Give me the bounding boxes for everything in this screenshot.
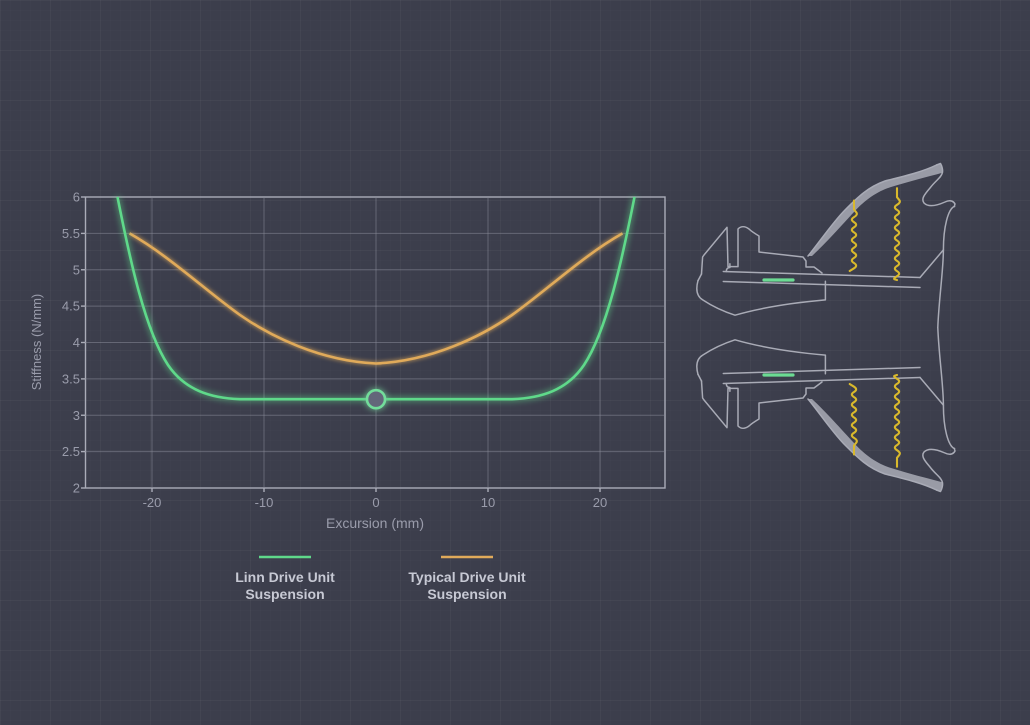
svg-text:Suspension: Suspension [245, 586, 324, 602]
svg-text:-10: -10 [255, 495, 274, 510]
svg-text:Excursion (mm): Excursion (mm) [326, 515, 424, 531]
svg-text:5.5: 5.5 [62, 226, 80, 241]
svg-text:5: 5 [73, 262, 80, 277]
svg-text:2.5: 2.5 [62, 444, 80, 459]
svg-text:Suspension: Suspension [427, 586, 506, 602]
svg-text:0: 0 [372, 495, 379, 510]
svg-text:4: 4 [73, 335, 80, 350]
svg-text:3.5: 3.5 [62, 371, 80, 386]
svg-text:-20: -20 [143, 495, 162, 510]
svg-text:2: 2 [73, 481, 80, 496]
svg-text:20: 20 [593, 495, 607, 510]
svg-text:6: 6 [73, 190, 80, 205]
svg-text:10: 10 [481, 495, 495, 510]
svg-text:Linn Drive Unit: Linn Drive Unit [235, 569, 335, 585]
svg-text:Stiffness (N/mm): Stiffness (N/mm) [29, 294, 44, 391]
svg-text:4.5: 4.5 [62, 299, 80, 314]
svg-text:Typical Drive Unit: Typical Drive Unit [408, 569, 526, 585]
svg-text:3: 3 [73, 408, 80, 423]
